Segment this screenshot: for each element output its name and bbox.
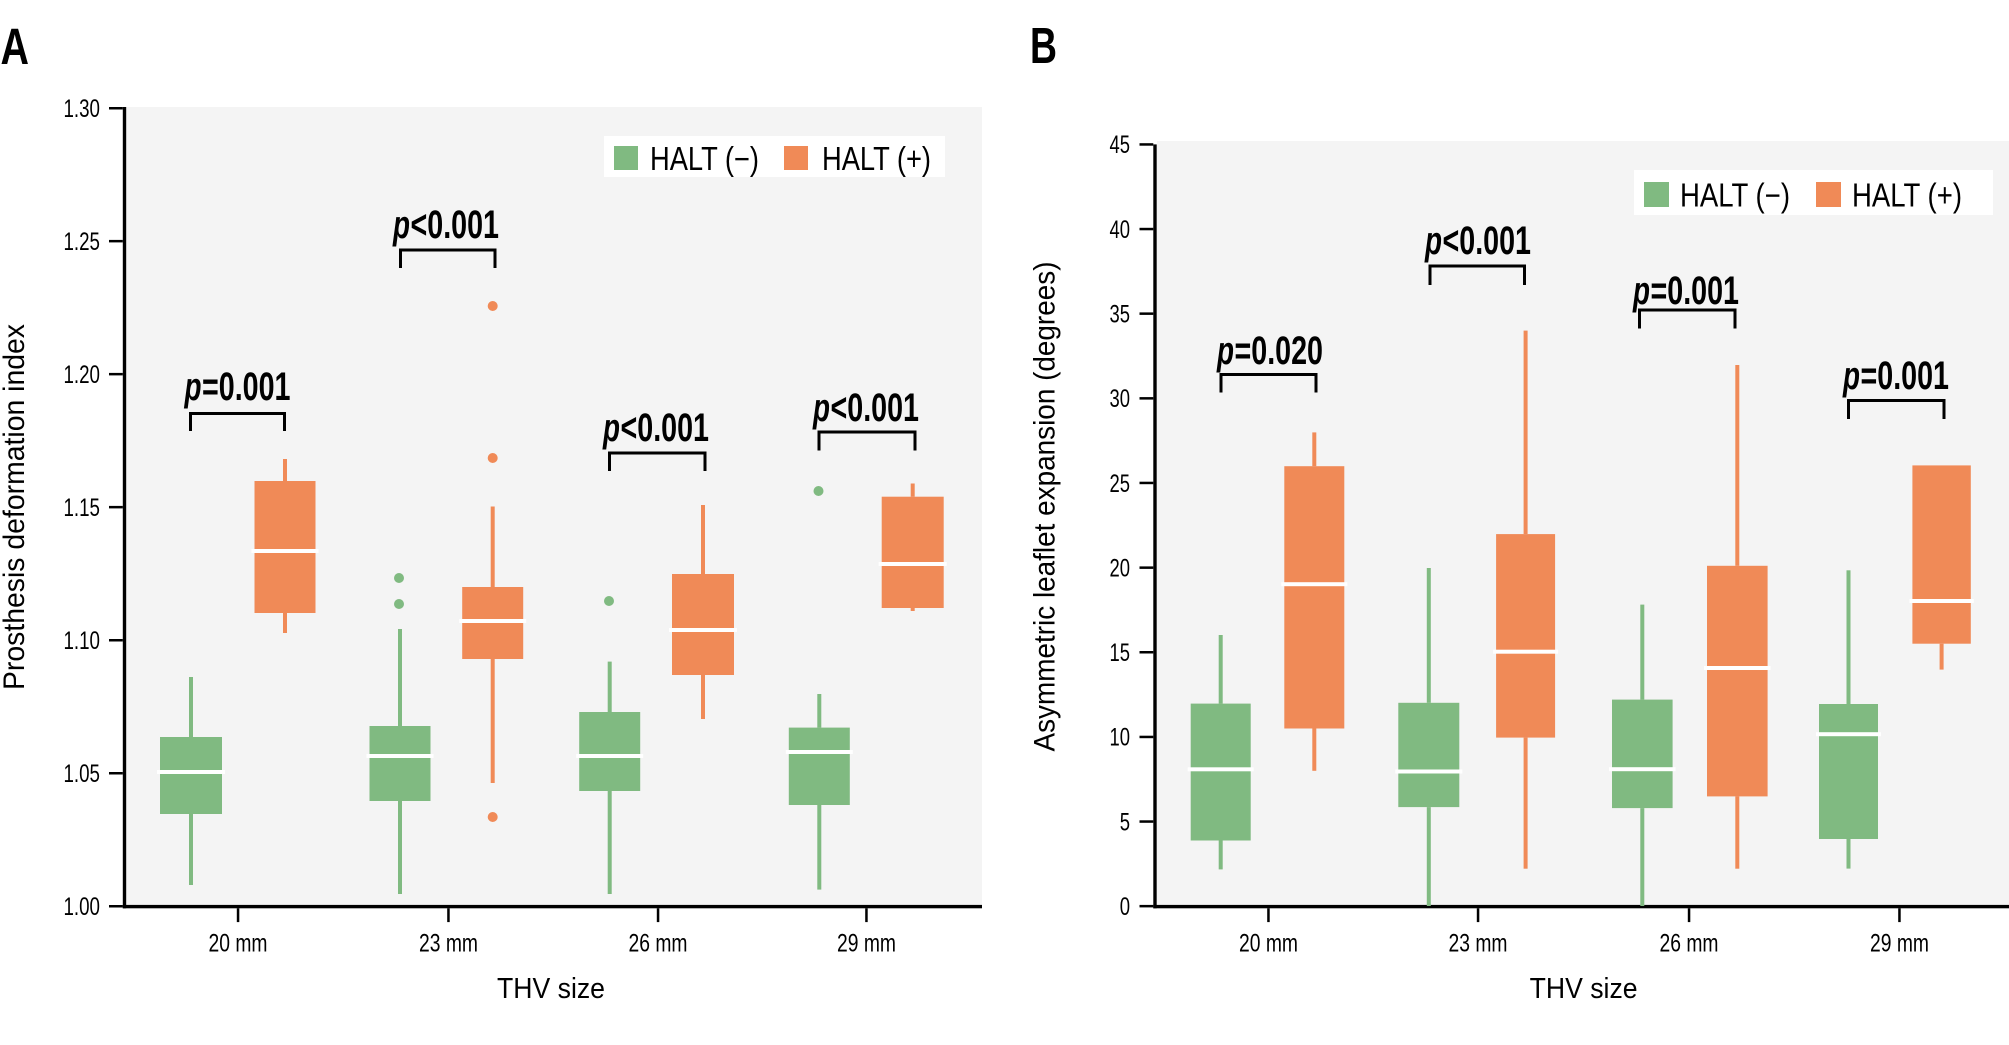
svg-text:=0.001: =0.001 [202, 365, 291, 409]
svg-text:B: B [1030, 17, 1057, 74]
svg-text:20 mm: 20 mm [209, 930, 268, 958]
svg-text:1.30: 1.30 [64, 95, 101, 123]
svg-text:10: 10 [1110, 724, 1131, 752]
svg-text:=0.020: =0.020 [1235, 329, 1324, 373]
svg-text:<0.001: <0.001 [1443, 219, 1532, 263]
svg-text:45: 45 [1110, 131, 1131, 159]
svg-text:1.15: 1.15 [64, 494, 101, 522]
svg-text:HALT (+): HALT (+) [822, 140, 931, 177]
svg-text:30: 30 [1110, 385, 1131, 413]
svg-text:p: p [812, 386, 830, 430]
svg-text:15: 15 [1110, 639, 1131, 667]
svg-text:p: p [184, 365, 202, 409]
svg-text:26 mm: 26 mm [629, 930, 688, 958]
svg-text:p: p [602, 406, 620, 450]
svg-text:20 mm: 20 mm [1239, 930, 1298, 958]
svg-text:p: p [1632, 269, 1650, 313]
svg-text:=0.001: =0.001 [1651, 269, 1740, 313]
svg-text:<0.001: <0.001 [411, 203, 500, 247]
svg-text:25: 25 [1110, 470, 1131, 498]
svg-text:Prosthesis deformation index: Prosthesis deformation index [0, 324, 31, 690]
svg-text:Asymmetric leaflet expansion (: Asymmetric leaflet expansion (degrees) [1029, 262, 1062, 752]
svg-text:1.00: 1.00 [64, 893, 101, 921]
svg-text:1.10: 1.10 [64, 627, 101, 655]
svg-text:HALT (−): HALT (−) [1680, 177, 1790, 214]
svg-text:29 mm: 29 mm [1870, 930, 1929, 958]
svg-text:THV size: THV size [497, 973, 605, 1005]
svg-text:p: p [1424, 219, 1442, 263]
svg-text:<0.001: <0.001 [621, 406, 710, 450]
svg-text:29 mm: 29 mm [837, 930, 896, 958]
svg-text:A: A [1, 18, 30, 75]
svg-text:p: p [1216, 329, 1234, 373]
svg-text:THV size: THV size [1530, 973, 1638, 1005]
svg-text:=0.001: =0.001 [1861, 354, 1950, 398]
svg-text:26 mm: 26 mm [1660, 930, 1719, 958]
svg-text:HALT (−): HALT (−) [650, 140, 759, 177]
svg-text:1.25: 1.25 [64, 228, 101, 256]
svg-text:5: 5 [1120, 808, 1130, 836]
svg-text:p: p [392, 203, 410, 247]
svg-text:0: 0 [1120, 893, 1130, 921]
svg-text:1.05: 1.05 [64, 760, 101, 788]
svg-text:<0.001: <0.001 [831, 386, 920, 430]
svg-text:23 mm: 23 mm [419, 930, 478, 958]
svg-text:23 mm: 23 mm [1449, 930, 1508, 958]
svg-text:HALT (+): HALT (+) [1852, 177, 1962, 214]
svg-text:20: 20 [1110, 554, 1131, 582]
svg-text:35: 35 [1110, 301, 1131, 329]
svg-text:40: 40 [1110, 216, 1131, 244]
svg-text:p: p [1842, 354, 1860, 398]
svg-text:1.20: 1.20 [64, 361, 101, 389]
